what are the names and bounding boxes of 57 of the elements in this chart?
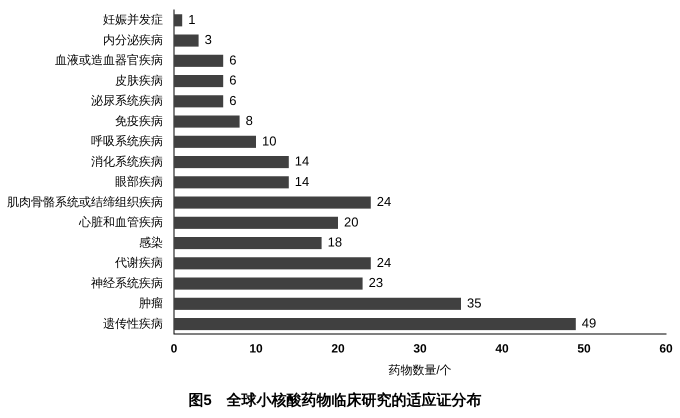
- y-tick-label: 血液或造血器官疾病: [55, 53, 163, 68]
- y-tick-label: 肿瘤: [139, 296, 163, 310]
- bar: [174, 257, 371, 270]
- bar: [174, 54, 224, 67]
- x-tick-label: 50: [577, 342, 591, 356]
- bar: [174, 14, 182, 26]
- y-tick-label: 肌肉骨骼系统或结缔组织疾病: [7, 194, 163, 209]
- bar: [174, 298, 461, 310]
- bar: [174, 136, 256, 148]
- bar: [174, 216, 338, 229]
- data-label: 24: [376, 194, 392, 210]
- x-tick-label: 30: [413, 342, 427, 356]
- x-tick-label: 20: [331, 342, 345, 356]
- bar: [174, 278, 363, 290]
- bar: [174, 196, 371, 209]
- x-tick-label: 0: [170, 342, 178, 356]
- data-label: 8: [246, 113, 253, 128]
- data-label: 14: [294, 174, 310, 189]
- y-tick-label: 呼吸系统疾病: [91, 134, 163, 148]
- y-tick-label: 妊娠并发症: [103, 12, 163, 27]
- bar: [174, 75, 224, 88]
- bar: [174, 318, 576, 330]
- data-label: 49: [582, 316, 596, 331]
- data-label: 23: [368, 275, 384, 290]
- y-tick-label: 神经系统疾病: [91, 276, 163, 290]
- data-label: 24: [376, 254, 392, 270]
- y-tick-label: 免疫疾病: [115, 114, 163, 128]
- data-label: 18: [328, 234, 342, 250]
- y-tick-label: 皮肤疾病: [115, 73, 163, 88]
- x-axis-title: 药物数量/个: [388, 363, 452, 378]
- x-tick-label: 40: [495, 342, 509, 356]
- data-label: 6: [229, 72, 236, 88]
- y-tick-label: 心脏和血管疾病: [78, 215, 163, 230]
- bar: [174, 237, 322, 250]
- data-label: 6: [229, 92, 236, 108]
- data-label: 14: [294, 154, 310, 169]
- bar: [174, 34, 199, 47]
- data-label: 1: [188, 12, 196, 27]
- bar: [174, 116, 240, 128]
- x-tick-label: 10: [249, 342, 263, 356]
- y-tick-label: 眼部疾病: [115, 174, 163, 189]
- bar: [174, 95, 224, 108]
- data-label: 20: [344, 214, 358, 230]
- data-label: 3: [204, 32, 212, 48]
- y-tick-label: 泌尿系统疾病: [91, 94, 163, 108]
- y-tick-label: 感染: [139, 235, 163, 250]
- data-label: 10: [262, 133, 276, 148]
- bar: [174, 176, 289, 188]
- y-tick-label: 消化系统疾病: [91, 154, 163, 168]
- data-label: 6: [229, 52, 236, 68]
- x-tick-label: 60: [659, 342, 673, 356]
- y-tick-label: 代谢疾病: [114, 256, 163, 270]
- y-tick-label: 遗传性疾病: [103, 316, 163, 330]
- data-label: 35: [467, 295, 482, 310]
- bar: [174, 156, 289, 168]
- text: 图5 全球小核酸药物临床研究的适应证分布: [188, 391, 482, 410]
- y-tick-label: 内分泌疾病: [103, 32, 163, 47]
